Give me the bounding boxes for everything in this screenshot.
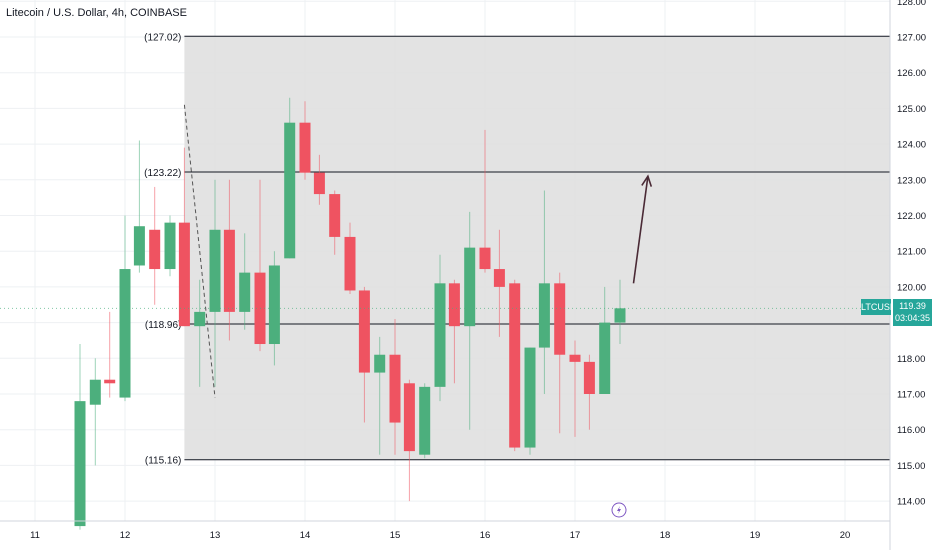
- level-label: (123.22): [144, 168, 181, 179]
- candle-body-down: [344, 236, 356, 291]
- projection-arrow-line: [632, 176, 649, 284]
- candle-body-down: [223, 229, 235, 312]
- candle-body-up: [119, 269, 131, 398]
- y-axis-tick-label: 115.00: [897, 461, 925, 472]
- y-axis-tick-label: 120.00: [897, 282, 926, 293]
- candle-body-up: [599, 322, 611, 394]
- candle-body-up: [268, 265, 280, 345]
- candle-body-up: [164, 222, 176, 270]
- price-range-box: [184, 36, 890, 460]
- projection-arrow-head: [641, 174, 653, 187]
- y-axis-tick-label: 117.00: [897, 390, 925, 401]
- current-price: 119.39: [899, 301, 926, 311]
- x-axis-tick-label: 14: [300, 530, 311, 541]
- ticker-label: LTCUSD: [861, 299, 896, 315]
- candle-body-down: [149, 229, 161, 270]
- candle-body-down: [403, 383, 415, 452]
- candle-body-down: [299, 122, 311, 173]
- candle-body-up: [194, 311, 206, 327]
- symbol-title: Litecoin / U.S. Dollar, 4h, COINBASE: [6, 7, 187, 19]
- y-axis-tick-label: 124.00: [897, 140, 926, 151]
- price-label: 119.39 03:04:35: [893, 299, 932, 326]
- candle-body-down: [569, 354, 581, 362]
- x-axis-tick-label: 13: [210, 530, 221, 541]
- x-axis-tick-label: 18: [660, 530, 671, 541]
- candle-body-down: [358, 290, 370, 373]
- candle-body-up: [284, 122, 296, 259]
- x-axis-tick-label: 19: [750, 530, 761, 541]
- candle-body-up: [133, 226, 145, 266]
- y-axis-tick-label: 116.00: [897, 425, 925, 436]
- candle-body-up: [524, 347, 536, 448]
- candle-body-up: [538, 283, 550, 348]
- candle-body-down: [329, 194, 341, 237]
- candle-body-down: [448, 283, 460, 327]
- candle-body-up: [434, 283, 446, 387]
- candle-body-down: [313, 172, 325, 195]
- candle-body-up: [89, 379, 101, 405]
- candle-body-up: [614, 308, 626, 323]
- candle-body-up: [209, 229, 221, 312]
- y-axis-tick-label: 121.00: [897, 247, 926, 258]
- x-axis-tick-label: 16: [480, 530, 491, 541]
- candle-body-down: [583, 361, 595, 394]
- candle-body-up: [464, 247, 476, 327]
- x-axis-tick-label: 20: [840, 530, 851, 541]
- dashed-trend-line: [183, 104, 216, 398]
- candle-body-up: [419, 386, 431, 455]
- candle-body-down: [493, 269, 505, 287]
- x-axis-tick-label: 11: [30, 530, 40, 541]
- level-label: (118.96): [145, 320, 182, 331]
- candle-body-up: [239, 272, 251, 312]
- y-axis-tick-label: 118.00: [897, 354, 925, 365]
- y-axis-tick-label: 123.00: [897, 175, 926, 186]
- candle-body-down: [178, 222, 190, 327]
- candle-body-up: [74, 401, 86, 527]
- candle-body-down: [554, 283, 566, 355]
- lightning-glyph: [617, 506, 621, 514]
- level-label: (127.02): [144, 32, 181, 43]
- y-axis-tick-label: 125.00: [897, 104, 926, 115]
- y-axis-tick-label: 114.00: [897, 497, 925, 508]
- x-axis-tick-label: 15: [390, 530, 401, 541]
- level-label: (115.16): [145, 456, 182, 467]
- bar-countdown: 03:04:35: [894, 313, 931, 323]
- y-axis-tick-label: 127.00: [897, 33, 926, 44]
- y-axis-tick-label: 126.00: [897, 68, 926, 79]
- candle-body-down: [509, 283, 521, 448]
- candle-body-down: [479, 247, 491, 270]
- x-axis-tick-label: 17: [570, 530, 581, 541]
- candle-body-down: [389, 354, 401, 423]
- candle-body-up: [374, 354, 386, 373]
- y-axis-tick-label: 128.00: [897, 0, 926, 8]
- candle-body-down: [104, 379, 116, 384]
- x-axis-tick-label: 12: [120, 530, 131, 541]
- y-axis-tick-label: 122.00: [897, 211, 926, 222]
